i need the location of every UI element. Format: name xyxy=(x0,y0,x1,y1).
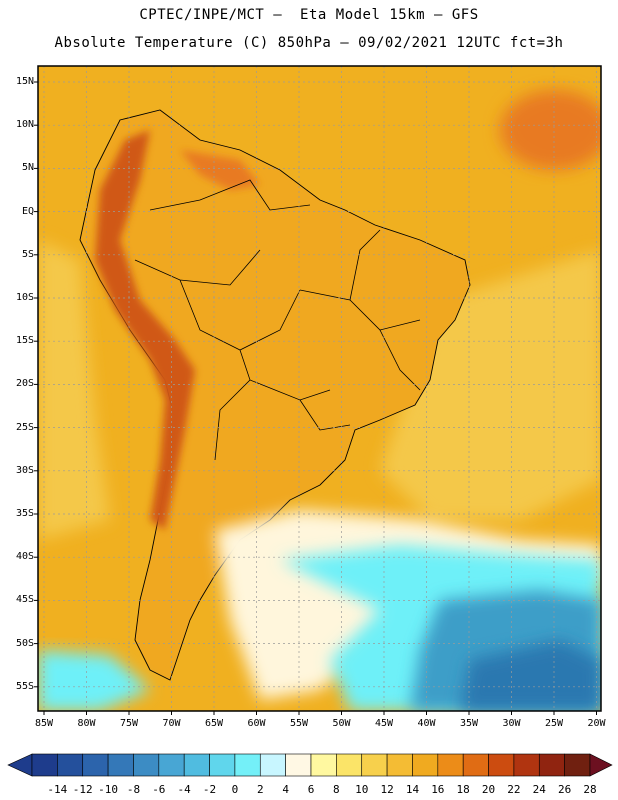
lat-label: 30S xyxy=(15,464,34,476)
lat-label: 15N xyxy=(15,76,34,87)
map-frame xyxy=(37,65,602,712)
lat-label: 10N xyxy=(15,119,34,131)
colorbar-max-arrow xyxy=(589,753,613,777)
colorbar-label: 4 xyxy=(282,783,289,796)
lon-label: 55W xyxy=(289,718,309,729)
colorbar-min-arrow xyxy=(7,753,33,777)
colorbar-swatch xyxy=(57,753,84,777)
colorbar-label: -4 xyxy=(177,783,191,796)
lon-label: 85W xyxy=(34,718,54,729)
lon-label: 65W xyxy=(204,718,224,729)
colorbar-swatch xyxy=(31,753,58,777)
colorbar-swatch xyxy=(513,753,540,777)
lat-label: 10S xyxy=(15,292,34,303)
colorbar-swatch xyxy=(412,753,439,777)
lon-label: 60W xyxy=(247,718,266,729)
lat-label: 55S xyxy=(15,680,34,692)
colorbar-label: -6 xyxy=(152,783,166,796)
colorbar-swatch xyxy=(133,753,160,777)
lon-label: 75W xyxy=(119,718,139,729)
lat-label: 50S xyxy=(15,637,34,649)
graticule xyxy=(38,66,601,711)
colorbar-swatch xyxy=(107,753,134,777)
colorbar-label: 6 xyxy=(307,783,315,796)
colorbar-swatch xyxy=(361,753,388,777)
colorbar-label: 2 xyxy=(256,783,264,796)
pacific-mid-band xyxy=(38,240,110,540)
colorbar-label: -12 xyxy=(72,783,93,796)
lat-label: 5S xyxy=(21,248,34,260)
cold-southwest-zone xyxy=(38,650,150,711)
lon-label: 80W xyxy=(77,718,96,729)
colorbar-label: 18 xyxy=(456,783,470,796)
colorbar-swatch xyxy=(386,753,413,777)
colorbar-label: 26 xyxy=(558,783,572,796)
colorbar-swatch xyxy=(82,753,109,777)
lon-label: 20W xyxy=(587,718,606,729)
colorbar-swatch xyxy=(310,753,337,777)
colorbar-swatch xyxy=(209,753,236,777)
colorbar-swatch xyxy=(488,753,515,777)
lat-label: 15S xyxy=(15,335,34,347)
colorbar-label: -8 xyxy=(126,783,141,796)
lon-label: 25W xyxy=(544,718,564,729)
axis-ticks xyxy=(34,81,597,715)
lat-label: 20S xyxy=(15,378,34,390)
lat-label: 40S xyxy=(15,551,34,563)
colorbar-swatch xyxy=(538,753,565,777)
lon-label: 35W xyxy=(459,718,479,729)
country-borders xyxy=(134,179,421,461)
colorbar-label: -14 xyxy=(47,783,68,796)
colorbar-swatch xyxy=(259,753,286,777)
colorbar xyxy=(7,753,613,777)
lon-label: 50W xyxy=(332,718,351,729)
lat-label: 25S xyxy=(15,421,34,433)
lon-label: 45W xyxy=(374,718,394,729)
colorbar-swatch xyxy=(437,753,464,777)
colorbar-swatch xyxy=(462,753,489,777)
lon-label: 30W xyxy=(502,718,521,729)
colorbar-swatch xyxy=(158,753,185,777)
colorbar-label: 0 xyxy=(231,783,239,796)
andes-ridge xyxy=(95,130,195,530)
colorbar-label: 10 xyxy=(355,783,369,796)
colorbar-swatch xyxy=(234,753,261,777)
colorbar-label: 22 xyxy=(507,783,521,796)
colorbar-label: 12 xyxy=(380,783,394,796)
colorbar-label: 16 xyxy=(431,783,445,796)
colorbar-swatch xyxy=(183,753,210,777)
colorbar-label: -2 xyxy=(202,783,217,796)
colorbar-label: 24 xyxy=(532,783,546,796)
chart-title-line2: Absolute Temperature (C) 850hPa – 09/02/… xyxy=(54,35,564,51)
warm-patch-northeast xyxy=(500,90,601,170)
cold-deep-zone xyxy=(460,640,601,711)
colorbar-label: -10 xyxy=(98,783,119,796)
colorbar-label: 20 xyxy=(481,783,496,796)
lat-label: 45S xyxy=(15,594,34,606)
colorbar-swatch xyxy=(564,753,591,777)
chart-title-line1: CPTEC/INPE/MCT – Eta Model 15km – GFS xyxy=(139,7,479,23)
colorbar-swatch xyxy=(336,753,363,777)
lon-label: 70W xyxy=(162,718,181,729)
lat-label: 5N xyxy=(21,162,34,174)
north-andes-ridge xyxy=(180,150,260,190)
colorbar-label: 28 xyxy=(583,783,597,796)
lat-label: EQ xyxy=(21,205,34,217)
colorbar-swatch xyxy=(285,753,312,777)
colorbar-label: 14 xyxy=(405,783,420,796)
colorbar-label: 8 xyxy=(333,783,340,796)
lon-label: 40W xyxy=(417,718,436,729)
lat-label: 35S xyxy=(15,508,34,519)
